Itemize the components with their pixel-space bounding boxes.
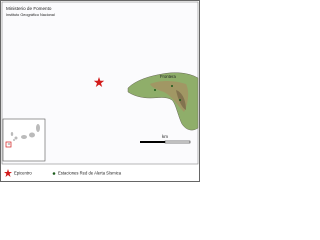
title: Ministerio de Fomento xyxy=(6,6,52,11)
scale-unit: km xyxy=(162,134,168,139)
legend-station xyxy=(52,172,56,175)
station xyxy=(171,85,173,87)
station xyxy=(154,89,156,91)
place-label: Frontera xyxy=(160,74,176,79)
legend-label: Estaciones Red de Alerta Sísmica xyxy=(58,171,122,176)
epicenter xyxy=(93,77,105,87)
map-page: Ministerio de Fomento Instituto Geográfi… xyxy=(0,0,200,182)
scale-bar xyxy=(164,140,191,144)
station xyxy=(179,99,181,101)
inset-extent xyxy=(5,141,12,148)
relief xyxy=(150,81,189,112)
legend-epicenter xyxy=(4,169,12,177)
inset-islands xyxy=(7,124,40,145)
subtitle: Instituto Geográfico Nacional xyxy=(6,13,55,17)
legend-label: Epicentro xyxy=(14,171,32,176)
scale-bar xyxy=(140,141,165,143)
